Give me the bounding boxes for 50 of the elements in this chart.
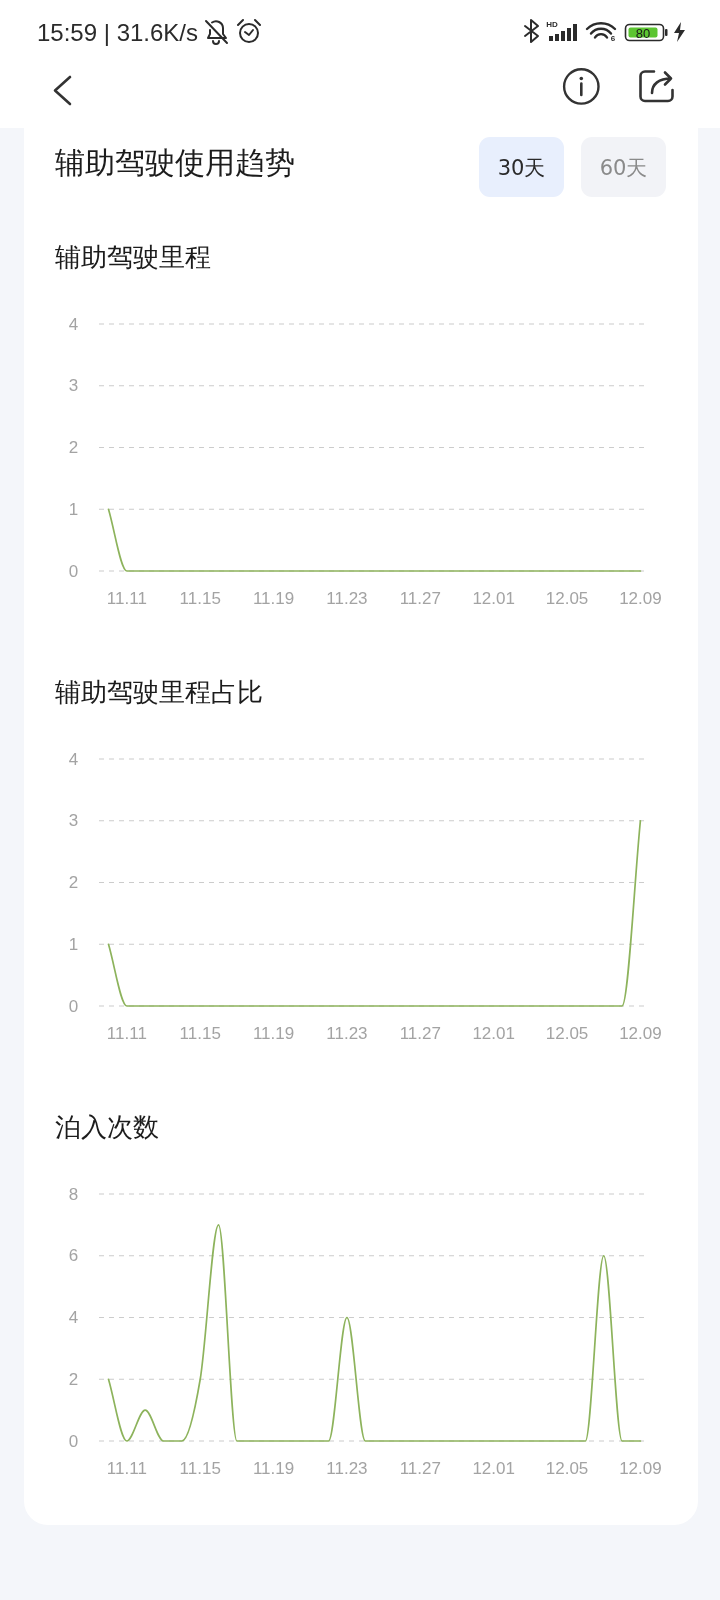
x-tick-label: 11.19 xyxy=(252,1023,295,1043)
x-tick-label: 12.09 xyxy=(619,1458,662,1478)
y-tick-label: 4 xyxy=(68,1308,79,1327)
x-tick-label: 11.15 xyxy=(179,1458,221,1478)
x-tick-label: 11.15 xyxy=(179,1023,221,1043)
text: 15:59 | 31.6K/s xyxy=(37,18,199,46)
chart-title: 泊入次数 xyxy=(55,1112,159,1142)
line-series xyxy=(107,1224,642,1442)
y-tick-label: 8 xyxy=(68,1184,79,1204)
x-tick-label: 12.09 xyxy=(619,1023,662,1043)
text: 80 xyxy=(635,25,651,41)
x-tick-label: 11.11 xyxy=(106,588,147,608)
y-tick-label: 0 xyxy=(68,1431,79,1451)
y-tick-label: 2 xyxy=(68,438,79,457)
x-tick-label: 11.27 xyxy=(399,1458,441,1478)
text: 6 xyxy=(610,34,616,43)
y-tick-label: 0 xyxy=(68,996,79,1016)
x-tick-label: 12.09 xyxy=(619,588,662,608)
y-tick-label: 1 xyxy=(68,934,79,954)
x-tick-label: 11.19 xyxy=(252,1458,295,1478)
x-tick-label: 11.23 xyxy=(326,1458,368,1478)
y-tick-label: 4 xyxy=(68,749,79,769)
y-tick-label: 0 xyxy=(68,561,79,581)
x-tick-label: 12.01 xyxy=(472,588,515,608)
text: 30天 xyxy=(497,156,546,180)
x-tick-label: 11.11 xyxy=(106,1023,147,1043)
y-tick-label: 3 xyxy=(68,811,79,831)
x-tick-label: 12.01 xyxy=(472,1458,515,1478)
text: HD xyxy=(546,19,558,29)
x-tick-label: 11.19 xyxy=(252,588,295,608)
y-tick-label: 6 xyxy=(68,1246,79,1266)
y-tick-label: 4 xyxy=(68,314,79,334)
text: 60天 xyxy=(599,156,648,180)
x-tick-label: 11.23 xyxy=(326,588,368,608)
chart-title: 辅助驾驶里程占比 xyxy=(55,677,263,707)
x-tick-label: 11.27 xyxy=(399,588,441,608)
x-tick-label: 11.11 xyxy=(106,1458,147,1478)
text: 辅助驾驶使用趋势 xyxy=(55,144,295,180)
x-tick-label: 12.01 xyxy=(472,1023,515,1043)
y-tick-label: 2 xyxy=(68,873,79,892)
x-tick-label: 11.27 xyxy=(399,1023,441,1043)
x-tick-label: 12.05 xyxy=(545,1023,589,1043)
x-tick-label: 11.23 xyxy=(326,1023,368,1043)
y-tick-label: 2 xyxy=(68,1369,79,1389)
x-tick-label: 12.05 xyxy=(545,588,589,608)
y-tick-label: 1 xyxy=(68,499,79,519)
chart-title: 辅助驾驶里程 xyxy=(55,242,211,272)
x-tick-label: 11.15 xyxy=(179,588,221,608)
y-tick-label: 3 xyxy=(68,376,79,396)
x-tick-label: 12.05 xyxy=(545,1458,589,1478)
